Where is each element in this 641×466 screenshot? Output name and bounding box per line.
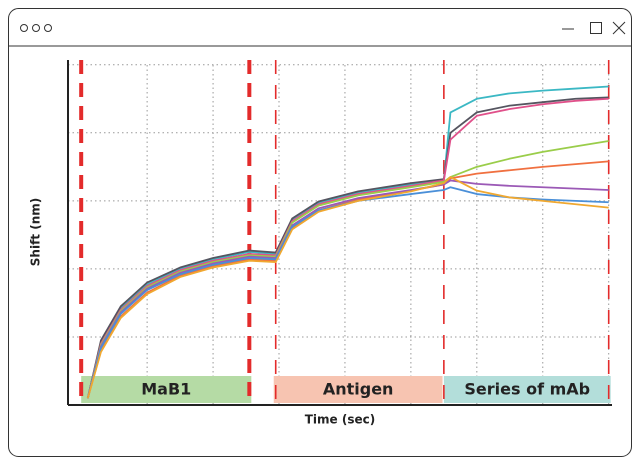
phase-label: Antigen	[323, 380, 394, 399]
series-line	[86, 179, 609, 399]
phase-label: Series of mAb	[464, 380, 590, 399]
plot: MaB1 Antigen Series of mAb	[67, 60, 612, 406]
series-line	[86, 97, 609, 399]
series-line	[86, 85, 609, 399]
phase-band	[273, 376, 443, 403]
series-line	[86, 176, 609, 399]
dot	[32, 24, 40, 32]
phase-label: MaB1	[141, 380, 191, 399]
x-axis-label: Time (sec)	[305, 413, 375, 427]
series-line	[86, 96, 609, 399]
maximize-button[interactable]	[590, 22, 602, 34]
window-dots	[20, 24, 52, 32]
close-button[interactable]	[612, 21, 626, 35]
phase-band	[443, 376, 611, 403]
phase-band	[81, 376, 252, 403]
dot	[44, 24, 52, 32]
y-axis-label: Shift (nm)	[29, 198, 43, 266]
dot	[20, 24, 28, 32]
window-frame	[8, 8, 632, 457]
series-line	[86, 140, 609, 399]
